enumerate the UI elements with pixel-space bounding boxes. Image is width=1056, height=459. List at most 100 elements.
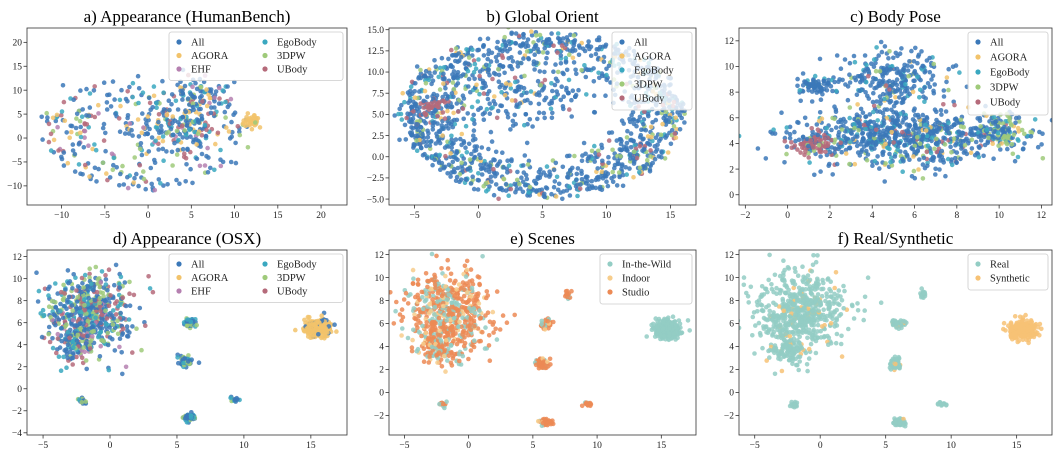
point-agora	[631, 175, 636, 180]
point-all	[913, 176, 918, 181]
legend-label: AGORA	[191, 51, 229, 62]
point-all	[1037, 130, 1042, 135]
point-all	[806, 88, 811, 93]
point-ubody	[404, 116, 409, 121]
y-tick-label: 6	[17, 319, 22, 329]
legend-label: AGORA	[990, 53, 1028, 64]
point-3dpw	[64, 322, 69, 327]
point-3dpw	[934, 137, 939, 142]
legend-label: AGORA	[634, 52, 672, 63]
point-ubody	[795, 147, 800, 152]
point-3dpw	[196, 131, 201, 136]
point-all	[93, 166, 98, 171]
point-egobody	[592, 144, 597, 149]
point-all	[229, 120, 234, 125]
point-all	[508, 127, 513, 132]
point-egobody	[442, 65, 447, 70]
point-ehf	[98, 344, 103, 349]
point-all	[571, 39, 576, 44]
point-ubody	[157, 112, 162, 117]
point-all	[543, 61, 548, 66]
y-tick-label: −5	[12, 158, 22, 168]
point-3dpw	[878, 69, 883, 74]
point-all	[482, 53, 487, 58]
point-all	[900, 75, 905, 80]
point-all	[937, 126, 942, 131]
point-ehf	[219, 164, 224, 169]
legend-label: EgoBody	[634, 66, 674, 77]
point-egobody	[472, 70, 477, 75]
point-ubody	[838, 140, 843, 145]
point-all	[486, 36, 491, 41]
point-all	[917, 157, 922, 162]
point-ubody	[823, 144, 828, 149]
point-egobody	[79, 135, 84, 140]
x-tick-label: 15	[273, 211, 283, 221]
point-all	[860, 73, 865, 78]
point-egobody	[637, 170, 642, 175]
point-all	[895, 83, 900, 88]
point-all	[937, 121, 942, 126]
point-all	[1013, 159, 1018, 164]
point-all	[85, 334, 90, 339]
point-all	[82, 145, 87, 150]
point-all	[569, 98, 574, 103]
point-egobody	[57, 354, 62, 359]
point-all	[461, 93, 466, 98]
point-all	[934, 110, 939, 115]
point-ubody	[509, 187, 514, 192]
point-all	[909, 64, 914, 69]
point-all	[438, 141, 443, 146]
point-all	[160, 79, 165, 84]
point-3dpw	[1007, 118, 1012, 123]
point-all	[679, 116, 684, 121]
point-all	[535, 117, 540, 122]
point-ubody	[441, 99, 446, 104]
point-agora	[63, 118, 68, 123]
point-egobody	[464, 124, 469, 129]
point-all	[545, 50, 550, 55]
point-egobody	[104, 282, 109, 287]
point-all	[514, 104, 519, 109]
point-3dpw	[94, 265, 99, 270]
point-all	[1029, 134, 1034, 139]
point-all	[899, 46, 904, 51]
point-all	[901, 159, 906, 164]
point-all	[868, 112, 873, 117]
point-all	[132, 176, 137, 181]
point-3dpw	[952, 136, 957, 141]
point-egobody	[98, 330, 103, 335]
point-all	[952, 122, 957, 127]
x-tick-label: −5	[100, 211, 110, 221]
point-ubody	[200, 99, 205, 104]
legend-label: EgoBody	[990, 68, 1030, 79]
point-3dpw	[61, 283, 66, 288]
point-ubody	[62, 291, 67, 296]
point-all	[545, 186, 550, 191]
y-tick-label: 0	[729, 191, 734, 201]
point-all	[430, 163, 435, 168]
point-egobody	[847, 116, 852, 121]
point-all	[98, 321, 103, 326]
point-egobody	[1033, 117, 1038, 122]
point-all	[177, 181, 182, 186]
point-all	[234, 396, 239, 401]
point-all	[595, 38, 600, 43]
point-all	[532, 47, 537, 52]
point-egobody	[130, 95, 135, 100]
point-all	[459, 55, 464, 60]
point-all	[481, 85, 486, 90]
point-all	[669, 142, 674, 147]
point-all	[659, 155, 664, 160]
point-all	[150, 135, 155, 140]
point-ehf	[126, 186, 131, 191]
y-tick-label: 10	[13, 86, 23, 96]
point-3dpw	[1009, 123, 1014, 128]
point-all	[565, 154, 570, 159]
point-egobody	[223, 100, 228, 105]
point-all	[552, 168, 557, 173]
point-all	[507, 39, 512, 44]
point-all	[864, 149, 869, 154]
point-all	[623, 165, 628, 170]
